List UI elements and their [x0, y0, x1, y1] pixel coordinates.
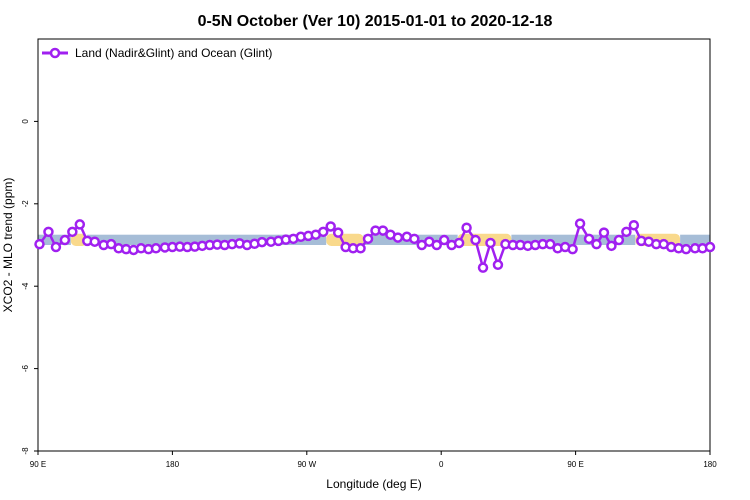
data-point	[461, 222, 472, 233]
data-point	[50, 241, 62, 253]
series-group	[34, 218, 716, 273]
data-point	[59, 234, 71, 246]
data-point	[256, 236, 268, 248]
data-point	[409, 233, 420, 245]
data-point	[67, 226, 78, 238]
data-point	[492, 259, 504, 271]
y-tick-label: -6	[21, 364, 30, 372]
data-point	[477, 262, 489, 273]
data-point	[317, 226, 329, 238]
data-point	[574, 218, 586, 229]
y-tick-label: -4	[21, 282, 30, 290]
data-point	[453, 237, 465, 249]
data-point	[74, 219, 86, 230]
data-point	[567, 243, 578, 255]
data-point	[438, 234, 450, 246]
data-point	[105, 238, 117, 250]
data-point	[485, 237, 496, 249]
x-axis-ticks: 90 E 180 90 W 0 90 E 180	[30, 451, 717, 469]
y-axis-label: XCO2 - MLO trend (ppm)	[1, 178, 15, 313]
data-point	[89, 236, 100, 247]
x-tick-label: 90 E	[567, 460, 583, 469]
x-tick-label: 180	[703, 460, 717, 469]
data-point	[150, 243, 162, 254]
legend: Land (Nadir&Glint) and Ocean (Glint)	[42, 46, 272, 60]
x-tick-label: 90 E	[30, 460, 46, 469]
y-axis-ticks: 0 -2 -4 -6 -8	[21, 119, 38, 455]
data-point	[431, 239, 442, 251]
reference-band-segment	[87, 234, 327, 245]
data-point	[613, 234, 625, 246]
data-point	[43, 226, 54, 238]
y-tick-label: -2	[21, 200, 30, 208]
data-point	[392, 232, 404, 243]
chart-title: 0-5N October (Ver 10) 2015-01-01 to 2020…	[198, 13, 553, 30]
data-point	[583, 233, 595, 245]
data-point	[355, 243, 366, 254]
plot-area	[34, 38, 716, 452]
data-point	[470, 234, 481, 246]
data-point	[591, 238, 602, 250]
x-tick-label: 180	[166, 460, 180, 469]
data-point	[598, 227, 610, 238]
x-tick-label: 90 W	[297, 460, 316, 469]
data-point	[621, 226, 632, 238]
data-point	[606, 240, 617, 252]
x-axis-label: Longitude (deg E)	[326, 477, 421, 491]
data-point	[544, 238, 556, 250]
data-point	[362, 233, 374, 245]
data-point	[680, 243, 692, 255]
data-point	[325, 221, 336, 232]
x-tick-label: 0	[439, 460, 444, 469]
legend-label: Land (Nadir&Glint) and Ocean (Glint)	[75, 46, 272, 60]
highlight-band	[457, 233, 512, 246]
y-tick-label: 0	[21, 119, 30, 124]
reference-band-segment	[511, 234, 636, 245]
data-point	[377, 225, 389, 236]
y-tick-label: -8	[21, 447, 30, 455]
reference-band-segment	[38, 234, 71, 245]
data-point	[34, 238, 45, 250]
data-point	[332, 227, 344, 238]
legend-marker	[49, 47, 61, 59]
reference-band-segment	[680, 234, 710, 245]
data-point	[628, 219, 640, 231]
data-point	[704, 241, 716, 253]
